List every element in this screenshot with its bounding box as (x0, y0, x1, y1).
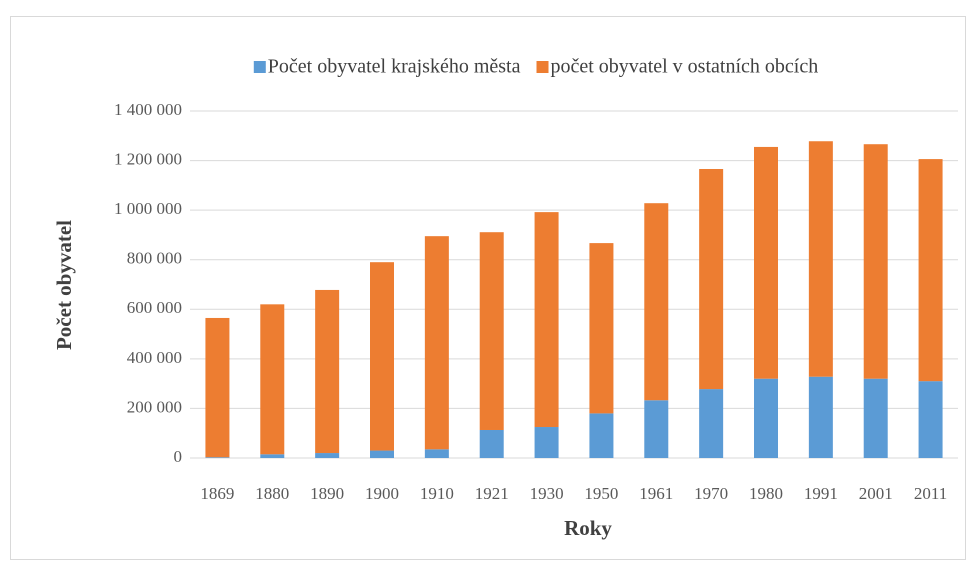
x-tick-label: 1980 (749, 484, 783, 503)
legend-label: počet obyvatel v ostatních obcích (551, 56, 819, 78)
x-tick-label: 1890 (310, 484, 344, 503)
legend-swatch (253, 61, 266, 73)
bar-segment (699, 389, 724, 458)
bar-segment (644, 400, 669, 458)
bar-segment (808, 141, 833, 377)
bar-segment (863, 144, 888, 379)
bar-segment (260, 454, 285, 458)
x-tick-label: 1950 (584, 484, 618, 503)
bar-segment (260, 304, 285, 455)
bar-segment (589, 243, 614, 414)
bar-segment (589, 413, 614, 458)
bar-segment (315, 453, 340, 458)
bar-segment (534, 212, 559, 428)
bar-segment (699, 168, 724, 390)
bar-segment (479, 232, 504, 430)
bar-segment (370, 262, 394, 451)
y-tick-label: 1 200 000 (114, 149, 182, 168)
x-tick-label: 1880 (255, 484, 289, 503)
x-tick-label: 1921 (475, 484, 509, 503)
y-tick-label: 1 000 000 (114, 199, 182, 218)
x-tick-label: 2011 (914, 484, 947, 503)
x-tick-label: 1869 (200, 484, 234, 503)
bar-segment (918, 159, 943, 382)
x-tick-label: 2001 (859, 484, 893, 503)
bar-segment (370, 450, 394, 458)
bar-segment (424, 236, 449, 450)
y-tick-label: 0 (174, 447, 183, 466)
x-tick-label: 1930 (530, 484, 564, 503)
legend-swatch (536, 61, 549, 73)
x-tick-label: 1910 (420, 484, 454, 503)
bar-segment (808, 376, 833, 458)
y-axis-label: Počet obyvatel (52, 220, 76, 350)
y-tick-label: 800 000 (127, 249, 182, 268)
x-tick-label: 1970 (694, 484, 728, 503)
legend-label: Počet obyvatel krajského města (268, 56, 521, 78)
bar-segment (424, 449, 449, 458)
bar-segment (205, 317, 230, 458)
x-tick-label: 1991 (804, 484, 838, 503)
x-axis-label: Roky (564, 516, 612, 540)
y-tick-label: 1 400 000 (114, 100, 182, 119)
bar-segment (205, 457, 230, 458)
y-tick-label: 200 000 (127, 397, 182, 416)
x-tick-label: 1961 (639, 484, 673, 503)
bar-segment (754, 378, 778, 458)
bar-segment (479, 429, 504, 458)
bar-segment (315, 289, 340, 454)
bar-segment (644, 203, 669, 401)
bar-segment (863, 378, 888, 458)
bar-segment (918, 381, 943, 458)
y-tick-label: 400 000 (127, 348, 182, 367)
bar-segment (754, 146, 778, 379)
y-tick-label: 600 000 (127, 298, 182, 317)
x-tick-label: 1900 (365, 484, 399, 503)
bar-segment (534, 427, 559, 458)
